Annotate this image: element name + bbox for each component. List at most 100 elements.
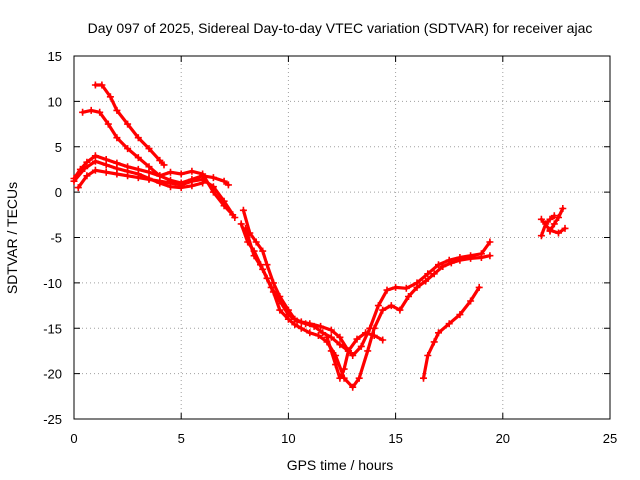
x-tick-label: 5: [178, 431, 185, 446]
x-tick-label: 20: [496, 431, 510, 446]
data-point: [96, 108, 104, 116]
data-point: [353, 335, 361, 343]
data-point: [327, 347, 335, 355]
data-point: [379, 306, 387, 314]
y-tick-label: 10: [48, 94, 62, 109]
data-point: [220, 202, 228, 210]
data-point: [340, 365, 348, 373]
x-tick-label: 10: [281, 431, 295, 446]
series-track-j: [420, 283, 483, 382]
data-point: [402, 284, 410, 292]
data-point: [349, 383, 357, 391]
data-point: [332, 361, 340, 369]
data-point: [284, 311, 292, 319]
data-point: [113, 134, 121, 142]
data-point: [374, 302, 382, 310]
data-point: [263, 261, 271, 269]
data-point: [537, 232, 545, 240]
grid: [74, 56, 610, 419]
data-point: [537, 215, 545, 223]
data-point: [293, 317, 301, 325]
data-point: [188, 177, 196, 185]
data-point: [370, 324, 378, 332]
data-point: [550, 220, 558, 228]
data-point: [209, 174, 217, 182]
series-line: [93, 83, 166, 167]
data-point: [317, 322, 325, 330]
data-point: [167, 179, 174, 187]
data-point: [267, 283, 275, 291]
data-point: [546, 215, 554, 223]
data-point: [252, 238, 260, 246]
data-point: [83, 158, 91, 166]
data-point: [70, 177, 78, 185]
data-point: [83, 172, 91, 180]
series-track-m: [537, 215, 569, 237]
y-tick-label: -5: [50, 231, 62, 246]
data-point: [220, 177, 228, 185]
data-point: [259, 247, 267, 255]
data-point: [424, 270, 432, 278]
data-point: [336, 333, 344, 341]
data-point: [224, 181, 232, 189]
data-point: [91, 166, 99, 174]
data-point: [306, 329, 314, 337]
data-point: [561, 224, 569, 232]
y-tick-label: -20: [43, 367, 62, 382]
data-point: [413, 283, 421, 291]
data-point: [239, 206, 247, 214]
series-line: [239, 222, 492, 389]
data-point: [259, 265, 267, 273]
data-point: [102, 168, 110, 176]
data-point: [383, 286, 391, 294]
data-point: [486, 252, 494, 260]
data-point: [392, 283, 400, 291]
data-point: [445, 320, 453, 328]
data-point: [145, 145, 153, 153]
data-point: [167, 168, 174, 176]
data-point: [297, 324, 305, 332]
data-point: [559, 205, 567, 212]
data-point: [250, 252, 258, 260]
series-track-k: [537, 212, 558, 240]
y-axis-label: SDTVAR / TECUs: [4, 182, 20, 294]
data-point: [396, 306, 404, 314]
y-tick-label: 5: [55, 140, 62, 155]
x-axis-label: GPS time / hours: [287, 457, 394, 473]
data-point: [209, 188, 217, 196]
x-tick-label: 15: [388, 431, 402, 446]
data-point: [456, 256, 464, 264]
data-point: [555, 214, 562, 221]
data-point: [134, 174, 142, 182]
data-point: [447, 259, 455, 267]
y-tick-label: 15: [48, 49, 62, 64]
data-point: [124, 120, 132, 128]
data-point: [124, 172, 132, 180]
data-point: [74, 184, 82, 192]
data-point: [145, 175, 153, 183]
data-point: [124, 145, 132, 153]
data-point: [344, 347, 352, 355]
data-point: [327, 326, 335, 334]
data-point: [430, 270, 438, 278]
data-point: [134, 154, 142, 162]
data-point: [430, 338, 438, 346]
data-point: [422, 277, 430, 285]
data-point: [467, 254, 475, 262]
x-tick-label: 0: [70, 431, 77, 446]
series-track-d: [79, 106, 237, 219]
data-point: [336, 374, 344, 382]
series-layer: [70, 81, 569, 391]
data-point: [106, 93, 114, 101]
data-point: [387, 302, 395, 310]
data-point: [424, 352, 432, 359]
data-point: [79, 108, 87, 116]
series-track-i: [323, 333, 352, 382]
data-point: [276, 306, 284, 314]
data-point: [113, 170, 121, 178]
data-point: [102, 161, 110, 169]
data-point: [475, 283, 483, 291]
data-point: [276, 297, 284, 305]
data-point: [319, 329, 327, 337]
